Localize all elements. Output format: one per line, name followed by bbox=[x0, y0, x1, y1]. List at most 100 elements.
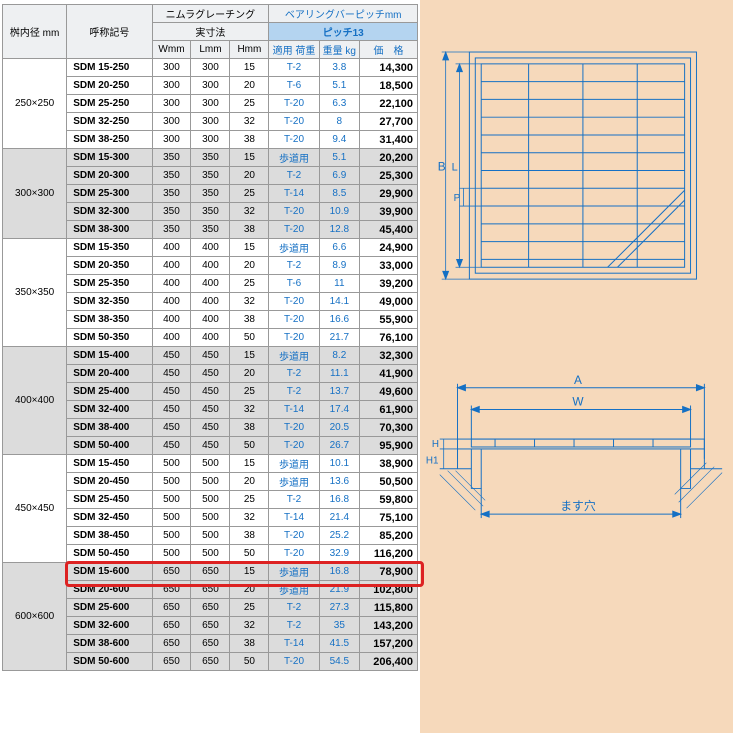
cell-price: 102,800 bbox=[360, 581, 418, 599]
cell-load: 歩道用 bbox=[269, 149, 319, 167]
cell-price: 70,300 bbox=[360, 419, 418, 437]
cell-load: T-20 bbox=[269, 437, 319, 455]
dim-p: P bbox=[454, 193, 461, 204]
dim-l: L bbox=[452, 162, 458, 174]
cell-w: 500 bbox=[152, 455, 191, 473]
cell-h: 20 bbox=[230, 581, 269, 599]
cell-price: 22,100 bbox=[360, 95, 418, 113]
cell-weight: 6.3 bbox=[319, 95, 359, 113]
cell-l: 450 bbox=[191, 401, 230, 419]
cell-h: 25 bbox=[230, 275, 269, 293]
cell-load: T-14 bbox=[269, 185, 319, 203]
cell-weight: 11 bbox=[319, 275, 359, 293]
cell-w: 650 bbox=[152, 563, 191, 581]
cell-price: 115,800 bbox=[360, 599, 418, 617]
table-row: 450×450SDM 15-45050050015歩道用10.138,900 bbox=[3, 455, 418, 473]
table-row: 400×400SDM 15-40045045015歩道用8.232,300 bbox=[3, 347, 418, 365]
cell-load: T-2 bbox=[269, 167, 319, 185]
cell-model: SDM 15-350 bbox=[67, 239, 152, 257]
cell-load: T-20 bbox=[269, 95, 319, 113]
cell-h: 15 bbox=[230, 347, 269, 365]
cell-weight: 8.5 bbox=[319, 185, 359, 203]
cell-w: 350 bbox=[152, 167, 191, 185]
cell-l: 400 bbox=[191, 329, 230, 347]
cell-model: SDM 25-250 bbox=[67, 95, 152, 113]
dim-masu: ます穴 bbox=[560, 499, 596, 513]
cell-h: 50 bbox=[230, 437, 269, 455]
cell-w: 300 bbox=[152, 131, 191, 149]
cell-weight: 11.1 bbox=[319, 365, 359, 383]
spec-table-wrap: 桝内径 mm 呼称記号 ニムラグレーチング ベアリングバーピッチmm 実寸法 ピ… bbox=[0, 0, 420, 733]
cell-l: 400 bbox=[191, 275, 230, 293]
cell-size: 450×450 bbox=[3, 455, 67, 563]
cell-price: 25,300 bbox=[360, 167, 418, 185]
cell-load: T-6 bbox=[269, 275, 319, 293]
cell-model: SDM 38-400 bbox=[67, 419, 152, 437]
cell-model: SDM 20-350 bbox=[67, 257, 152, 275]
cell-w: 350 bbox=[152, 185, 191, 203]
cell-h: 50 bbox=[230, 329, 269, 347]
cell-l: 400 bbox=[191, 257, 230, 275]
cell-price: 143,200 bbox=[360, 617, 418, 635]
cell-h: 38 bbox=[230, 419, 269, 437]
cell-h: 20 bbox=[230, 365, 269, 383]
cell-load: T-20 bbox=[269, 419, 319, 437]
cell-w: 500 bbox=[152, 545, 191, 563]
cell-weight: 8 bbox=[319, 113, 359, 131]
cell-model: SDM 25-400 bbox=[67, 383, 152, 401]
cell-size: 300×300 bbox=[3, 149, 67, 239]
cell-h: 32 bbox=[230, 401, 269, 419]
cell-price: 78,900 bbox=[360, 563, 418, 581]
cell-l: 400 bbox=[191, 311, 230, 329]
cell-h: 15 bbox=[230, 59, 269, 77]
cell-weight: 10.1 bbox=[319, 455, 359, 473]
cell-model: SDM 50-400 bbox=[67, 437, 152, 455]
cell-weight: 20.5 bbox=[319, 419, 359, 437]
cell-weight: 10.9 bbox=[319, 203, 359, 221]
spec-table: 桝内径 mm 呼称記号 ニムラグレーチング ベアリングバーピッチmm 実寸法 ピ… bbox=[2, 4, 418, 671]
cell-model: SDM 32-350 bbox=[67, 293, 152, 311]
cell-h: 15 bbox=[230, 455, 269, 473]
cell-w: 650 bbox=[152, 635, 191, 653]
cell-price: 116,200 bbox=[360, 545, 418, 563]
cell-w: 650 bbox=[152, 617, 191, 635]
table-container: 桝内径 mm 呼称記号 ニムラグレーチング ベアリングバーピッチmm 実寸法 ピ… bbox=[2, 4, 418, 671]
cell-weight: 9.4 bbox=[319, 131, 359, 149]
cell-h: 25 bbox=[230, 383, 269, 401]
cell-model: SDM 38-350 bbox=[67, 311, 152, 329]
cell-model: SDM 15-250 bbox=[67, 59, 152, 77]
cell-w: 350 bbox=[152, 221, 191, 239]
cell-load: T-14 bbox=[269, 401, 319, 419]
cell-h: 25 bbox=[230, 185, 269, 203]
cell-l: 500 bbox=[191, 491, 230, 509]
cell-w: 400 bbox=[152, 275, 191, 293]
cell-model: SDM 15-450 bbox=[67, 455, 152, 473]
cell-price: 32,300 bbox=[360, 347, 418, 365]
cell-l: 300 bbox=[191, 59, 230, 77]
cell-h: 25 bbox=[230, 491, 269, 509]
cell-w: 450 bbox=[152, 347, 191, 365]
cell-model: SDM 32-300 bbox=[67, 203, 152, 221]
hdr-w: Wmm bbox=[152, 41, 191, 59]
cell-weight: 35 bbox=[319, 617, 359, 635]
cell-weight: 8.2 bbox=[319, 347, 359, 365]
cell-load: 歩道用 bbox=[269, 347, 319, 365]
cell-model: SDM 38-450 bbox=[67, 527, 152, 545]
cell-price: 45,400 bbox=[360, 221, 418, 239]
cell-load: T-2 bbox=[269, 257, 319, 275]
cell-l: 500 bbox=[191, 545, 230, 563]
cell-weight: 41.5 bbox=[319, 635, 359, 653]
cell-weight: 25.2 bbox=[319, 527, 359, 545]
cell-price: 31,400 bbox=[360, 131, 418, 149]
cell-weight: 21.9 bbox=[319, 581, 359, 599]
cell-model: SDM 32-450 bbox=[67, 509, 152, 527]
cell-model: SDM 38-300 bbox=[67, 221, 152, 239]
cell-l: 450 bbox=[191, 347, 230, 365]
cell-h: 20 bbox=[230, 167, 269, 185]
cell-load: T-2 bbox=[269, 365, 319, 383]
cell-w: 650 bbox=[152, 653, 191, 671]
cell-model: SDM 20-300 bbox=[67, 167, 152, 185]
cell-weight: 21.7 bbox=[319, 329, 359, 347]
cell-l: 350 bbox=[191, 203, 230, 221]
hdr-group-main: ニムラグレーチング bbox=[152, 5, 269, 23]
